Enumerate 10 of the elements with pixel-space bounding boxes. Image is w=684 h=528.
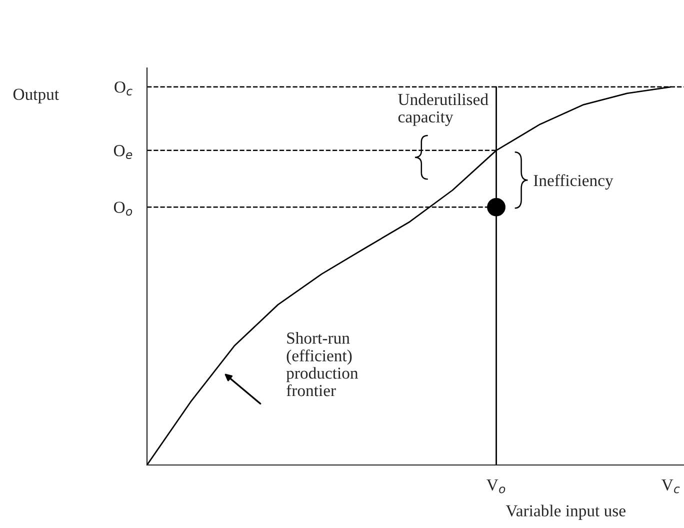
annotation: Underutilised capacity bbox=[398, 93, 488, 126]
ref-line-label: O$_{o}$ bbox=[114, 202, 132, 216]
text: Output bbox=[13, 88, 59, 104]
annotation: Short-run (efficient) production frontier bbox=[286, 332, 358, 396]
x-axis-title: Variable input use bbox=[506, 504, 626, 520]
x-tick-label: V$_{o}$ bbox=[486, 479, 506, 494]
annotation: Inefficiency bbox=[534, 174, 614, 190]
ref-line-label: O$_{c}$ bbox=[114, 82, 132, 96]
x-tick-label: V$_{c}$ bbox=[662, 479, 680, 494]
ref-line-label: O$_{e}$ bbox=[114, 145, 132, 159]
